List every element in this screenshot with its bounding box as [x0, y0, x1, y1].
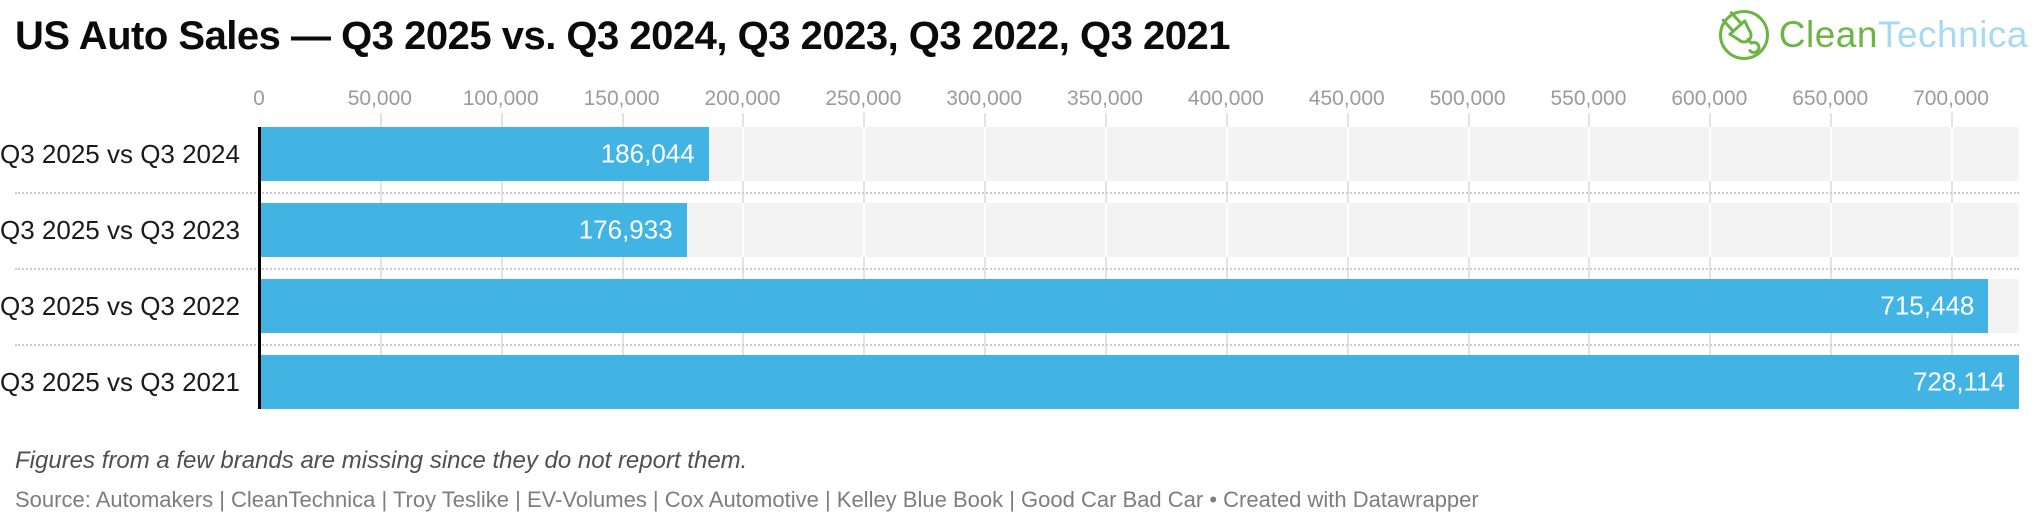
gridline — [1225, 113, 1228, 409]
gridline — [1951, 113, 1954, 409]
gridline — [1346, 113, 1349, 409]
bar-q3-2025-vs-q3-2022[interactable]: 715,448 — [259, 279, 1989, 333]
band-gridline — [1105, 127, 1108, 181]
band-gridline — [984, 203, 987, 257]
band-gridline — [1588, 203, 1591, 257]
bar-value-label: 176,933 — [578, 214, 673, 245]
gridline — [1467, 113, 1470, 409]
band-gridline — [1225, 127, 1228, 181]
y-axis-line — [258, 127, 261, 409]
band-gridline — [742, 127, 745, 181]
band-gridline — [1467, 203, 1470, 257]
row-label: Q3 2025 vs Q3 2023 — [0, 215, 240, 245]
plot-area: 0 50,000 100,000 150,000 200,000 250,000 300,0… — [253, 87, 2019, 409]
x-axis-tick-label: 150,000 — [583, 87, 660, 110]
gridline — [742, 113, 745, 409]
band-gridline — [1467, 127, 1470, 181]
x-axis-tick-label: 300,000 — [946, 87, 1023, 110]
row-band: 728,114 — [259, 355, 2019, 409]
x-axis-tick-label: 100,000 — [462, 87, 539, 110]
band-gridline — [742, 203, 745, 257]
band-gridline — [1709, 203, 1712, 257]
band-gridline — [984, 127, 987, 181]
gridline — [1830, 113, 1833, 409]
x-axis-tick-label: 500,000 — [1429, 87, 1506, 110]
logo-word-clean: Clean — [1778, 14, 1878, 55]
row-separator — [15, 344, 2019, 346]
x-axis-tick-label: 400,000 — [1187, 87, 1264, 110]
chart-title: US Auto Sales — Q3 2025 vs. Q3 2024, Q3 … — [15, 14, 1230, 58]
row-label: Q3 2025 vs Q3 2021 — [0, 367, 240, 397]
gridline — [863, 113, 866, 409]
row-separator — [15, 268, 2019, 270]
row-separator — [15, 192, 2019, 194]
x-axis-tick-label: 650,000 — [1792, 87, 1869, 110]
row-band: 186,044 — [259, 127, 2019, 181]
row-band: 715,448 — [259, 279, 2019, 333]
gridline — [984, 113, 987, 409]
cleantechnica-logo-text: CleanTechnica — [1779, 14, 2028, 56]
x-axis-tick-label: 250,000 — [825, 87, 902, 110]
bar-value-label: 715,448 — [1880, 290, 1975, 321]
bar-value-label: 728,114 — [1912, 366, 2005, 397]
bar-q3-2025-vs-q3-2023[interactable]: 176,933 — [259, 203, 687, 257]
band-gridline — [1830, 127, 1833, 181]
band-gridline — [863, 127, 866, 181]
cleantechnica-logo[interactable]: CleanTechnica — [1717, 8, 2028, 62]
band-gridline — [1105, 203, 1108, 257]
x-axis-tick-label: 600,000 — [1671, 87, 1748, 110]
gridline — [621, 113, 624, 409]
row-band: 176,933 — [259, 203, 2019, 257]
gridline — [1709, 113, 1712, 409]
x-axis-tick-label: 0 — [253, 87, 265, 110]
band-gridline — [1830, 203, 1833, 257]
band-gridline — [1588, 127, 1591, 181]
band-gridline — [1346, 203, 1349, 257]
band-gridline — [1709, 127, 1712, 181]
gridline — [1105, 113, 1108, 409]
x-axis-tick-label: 550,000 — [1550, 87, 1627, 110]
band-gridline — [1225, 203, 1228, 257]
gridline — [379, 113, 382, 409]
x-axis-tick-label: 200,000 — [704, 87, 781, 110]
band-gridline — [1346, 127, 1349, 181]
gridline — [500, 113, 503, 409]
bar-q3-2025-vs-q3-2021[interactable]: 728,114 — [259, 355, 2019, 409]
gridline — [1588, 113, 1591, 409]
x-axis-tick-label: 700,000 — [1913, 87, 1989, 110]
band-gridline — [1951, 127, 1954, 181]
logo-word-technica: Technica — [1877, 14, 2028, 55]
band-gridline — [863, 203, 866, 257]
bar-value-label: 186,044 — [600, 138, 695, 169]
row-label: Q3 2025 vs Q3 2022 — [0, 291, 240, 321]
x-axis-tick-label: 50,000 — [347, 87, 412, 110]
chart-source: Source: Automakers | CleanTechnica | Tro… — [15, 487, 1479, 512]
x-axis-tick-label: 450,000 — [1308, 87, 1385, 110]
bar-q3-2025-vs-q3-2024[interactable]: 186,044 — [259, 127, 709, 181]
chart-footnote: Figures from a few brands are missing si… — [15, 447, 748, 474]
cleantechnica-plug-icon — [1718, 10, 1769, 60]
band-gridline — [1951, 203, 1954, 257]
row-label: Q3 2025 vs Q3 2024 — [0, 139, 240, 169]
x-axis-tick-label: 350,000 — [1067, 87, 1143, 110]
